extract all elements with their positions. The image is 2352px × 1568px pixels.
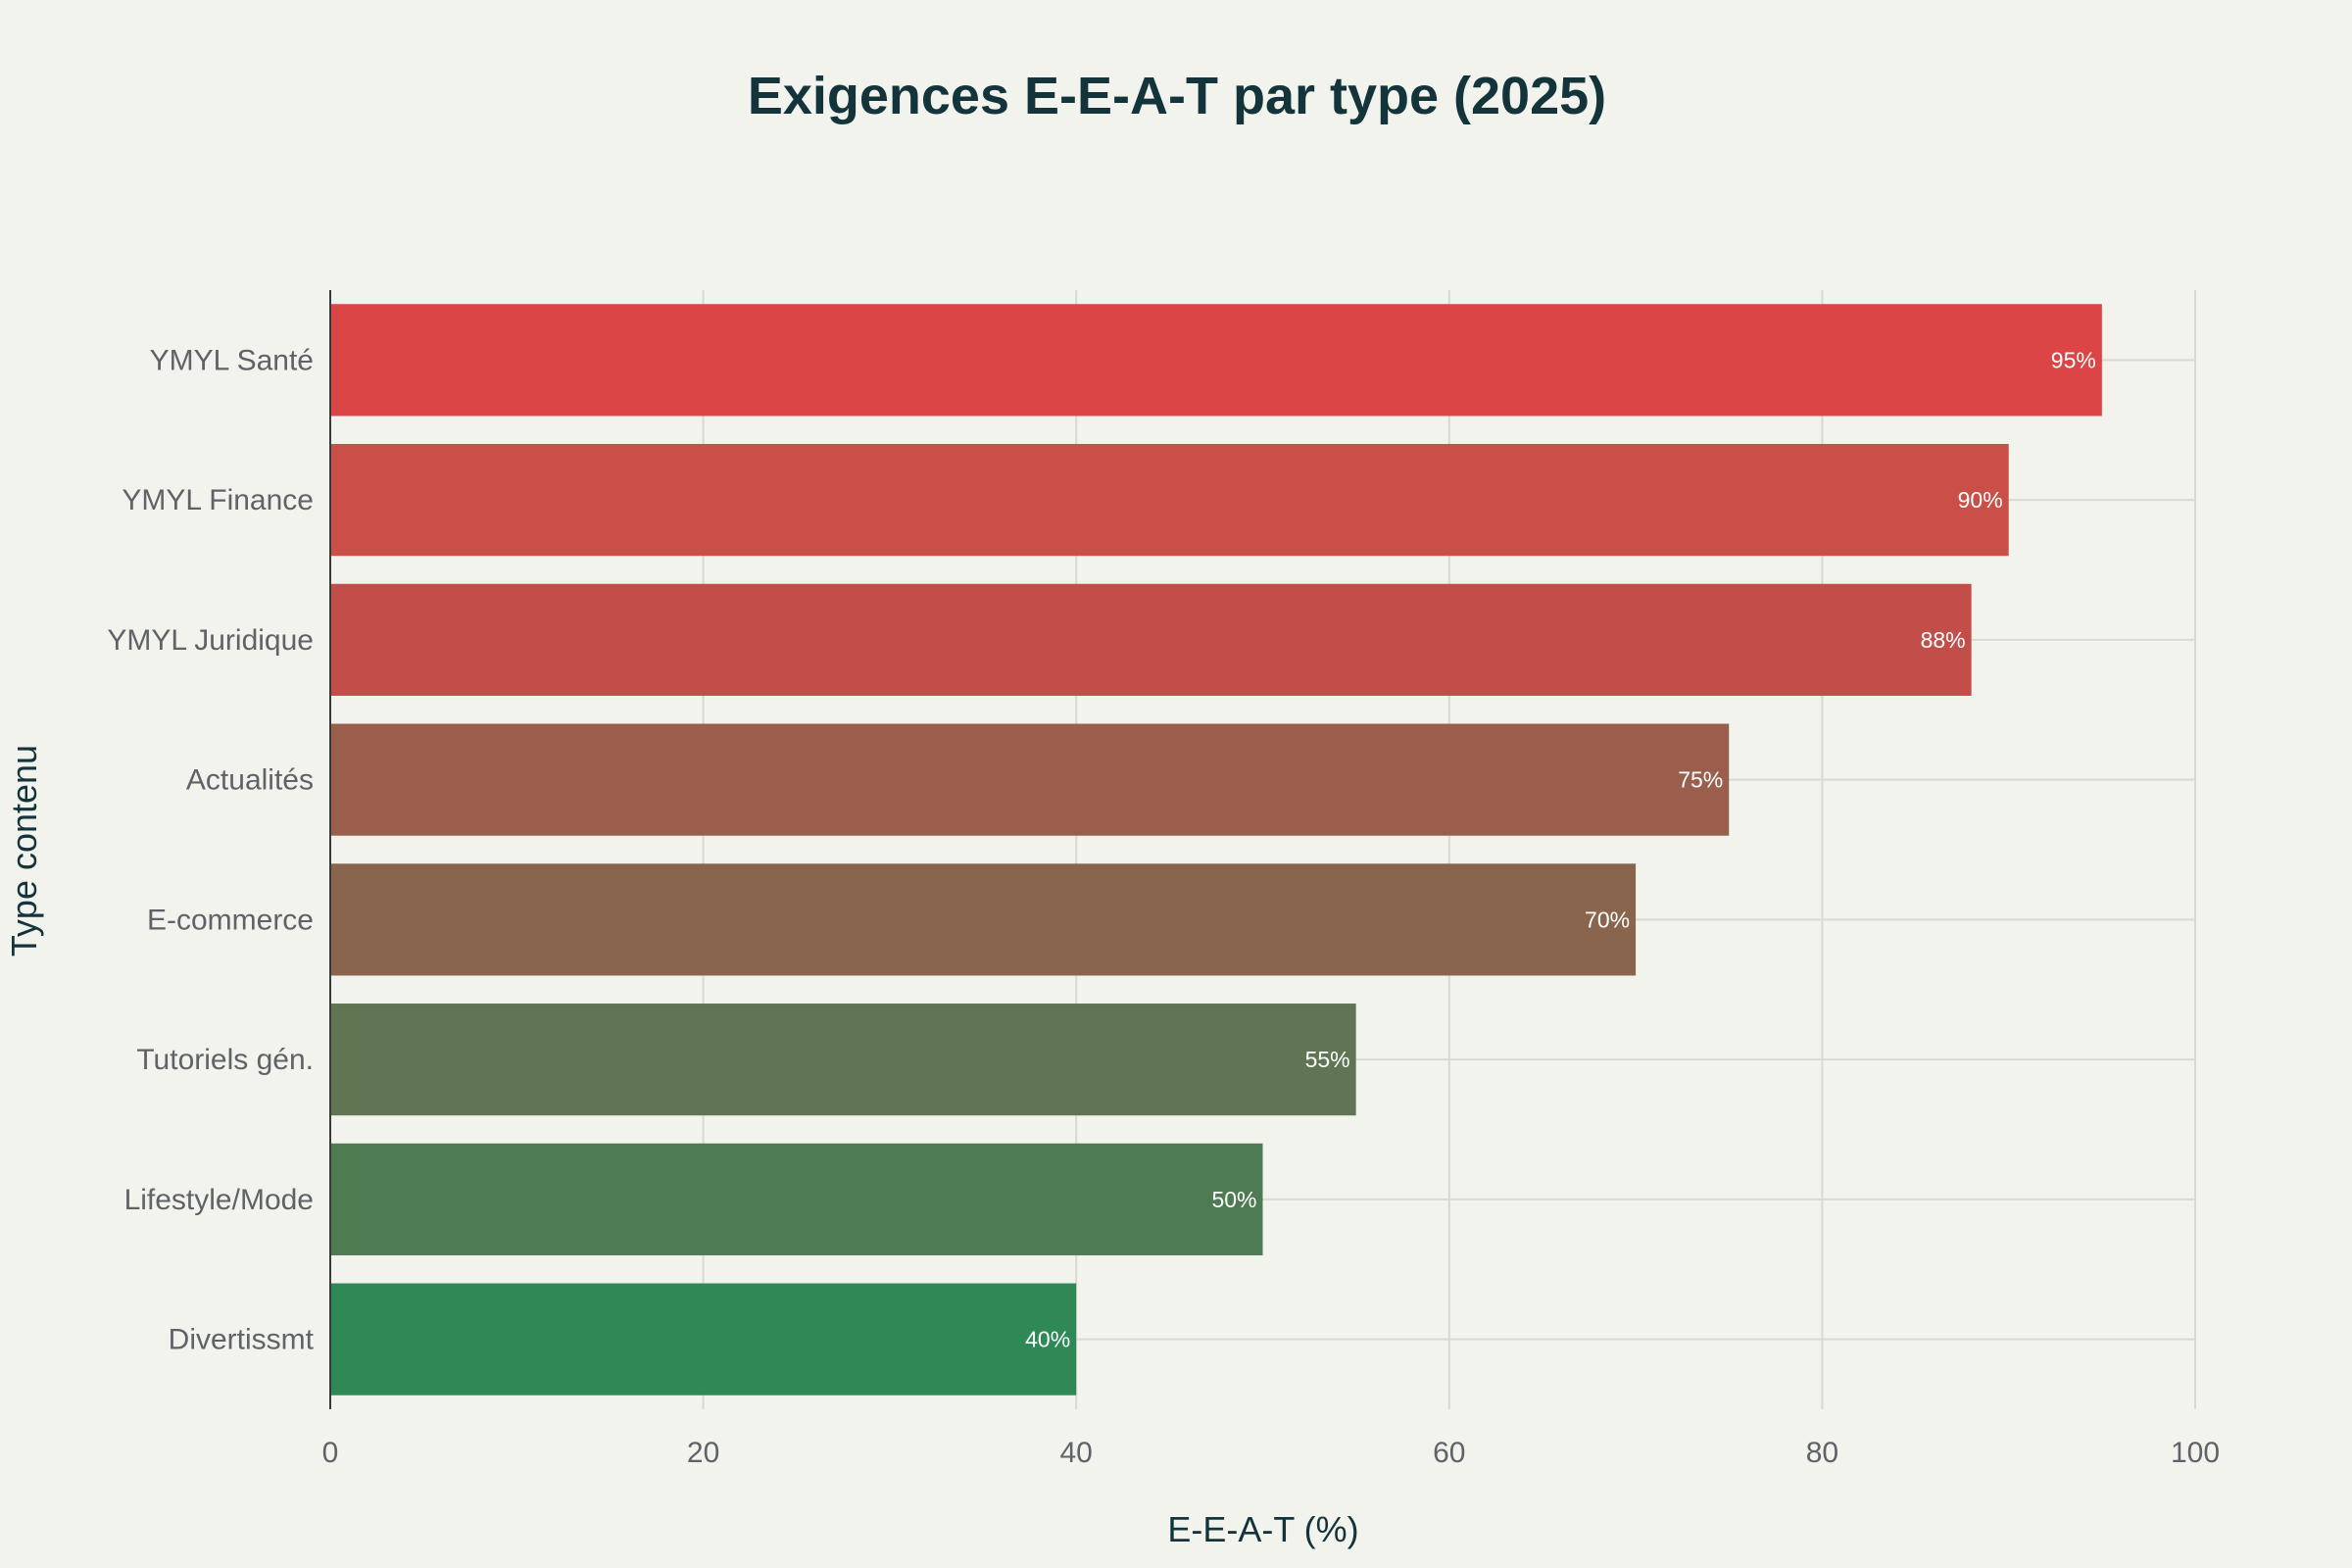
bar-value-label: 90% bbox=[1958, 487, 2003, 513]
y-tick-label: Lifestyle/Mode bbox=[124, 1184, 314, 1216]
bar-value-label: 70% bbox=[1585, 906, 1630, 932]
x-tick-label: 0 bbox=[322, 1437, 339, 1469]
bars bbox=[330, 304, 2102, 1396]
bar-value-label: 40% bbox=[1025, 1327, 1070, 1352]
data-labels: 95% 90% 88% 75% 70% 55% 50% 40% bbox=[1025, 347, 2096, 1351]
bar bbox=[330, 723, 1730, 836]
bar bbox=[330, 583, 1972, 696]
y-tick-label: Actualités bbox=[186, 764, 314, 797]
x-axis-title: E-E-A-T (%) bbox=[1167, 1509, 1358, 1549]
y-tick-label: YMYL Santé bbox=[150, 344, 314, 376]
bar-value-label: 75% bbox=[1678, 767, 1723, 793]
x-axis-ticks: 0 20 40 60 80 100 bbox=[322, 1437, 2220, 1469]
bar bbox=[330, 444, 2009, 557]
x-tick-label: 100 bbox=[2171, 1437, 2220, 1469]
bar-value-label: 95% bbox=[2051, 347, 2096, 372]
y-tick-label: Divertissmt bbox=[169, 1324, 315, 1356]
bar bbox=[330, 1143, 1263, 1255]
bar bbox=[330, 1004, 1356, 1116]
y-axis-title: Type contenu bbox=[4, 745, 44, 956]
x-tick-label: 40 bbox=[1060, 1437, 1093, 1469]
x-tick-label: 60 bbox=[1433, 1437, 1465, 1469]
bar-value-label: 88% bbox=[1921, 627, 1966, 653]
y-tick-label: Tutoriels gén. bbox=[136, 1044, 314, 1076]
bar bbox=[330, 1283, 1077, 1396]
bar-value-label: 50% bbox=[1211, 1187, 1256, 1212]
x-tick-label: 20 bbox=[687, 1437, 719, 1469]
bar-value-label: 55% bbox=[1305, 1047, 1350, 1072]
bar bbox=[330, 863, 1637, 976]
y-axis-ticks: YMYL Santé YMYL Finance YMYL Juridique Actu… bbox=[107, 344, 314, 1355]
x-tick-label: 80 bbox=[1806, 1437, 1838, 1469]
y-tick-label: YMYL Finance bbox=[122, 484, 314, 516]
bar bbox=[330, 304, 2102, 416]
y-tick-label: E-commerce bbox=[147, 904, 314, 936]
y-tick-label: YMYL Juridique bbox=[107, 624, 314, 657]
chart-title: Exigences E-E-A-T par type (2025) bbox=[748, 67, 1606, 125]
